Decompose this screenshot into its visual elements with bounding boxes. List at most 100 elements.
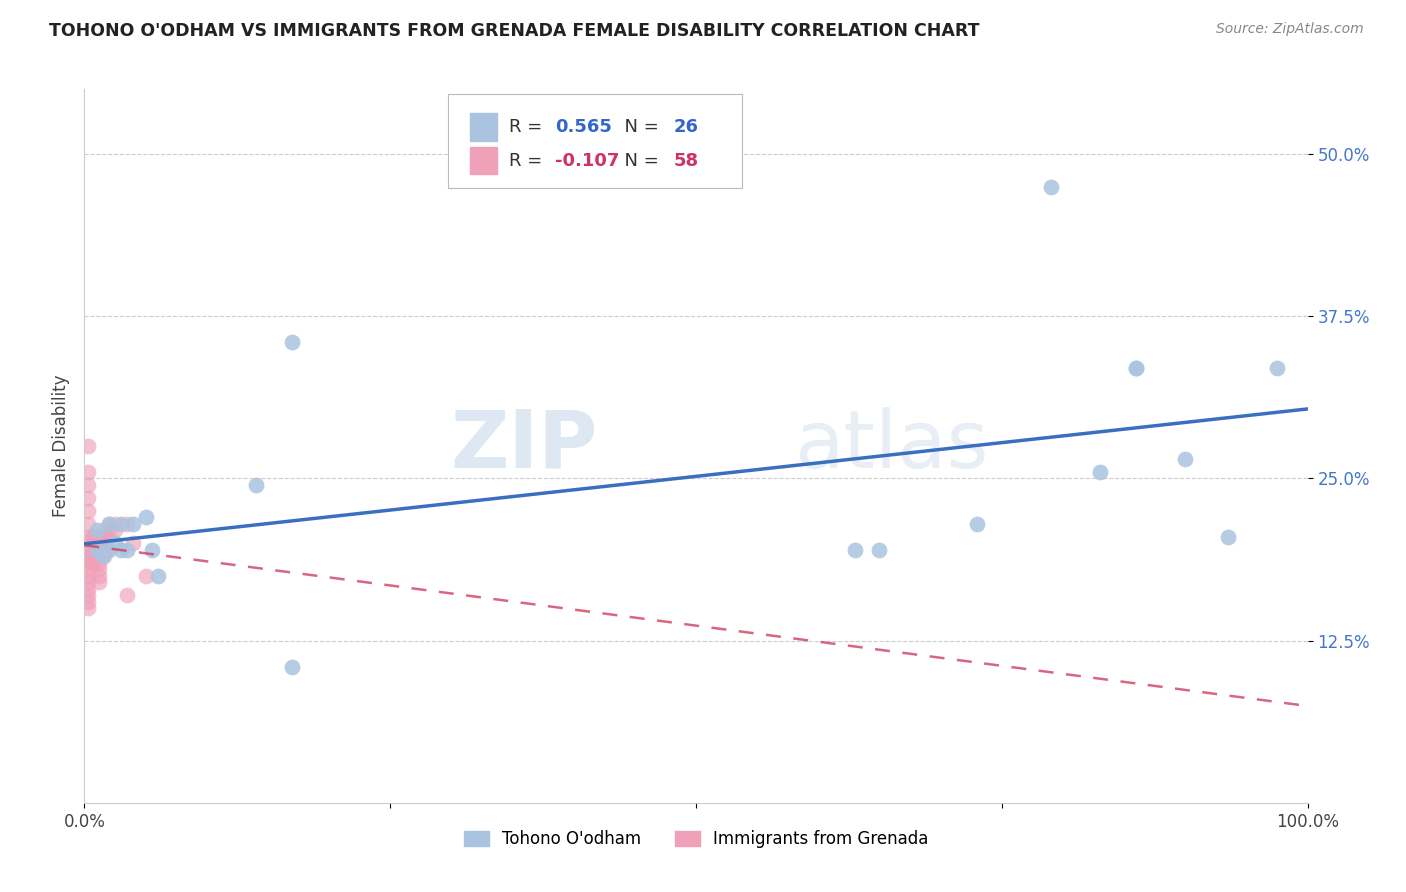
Point (89, 536, 111, 550)
Point (91, 530, 114, 544)
Point (1174, 452, 1197, 467)
Point (87, 556, 110, 570)
Point (77, 601, 100, 615)
Point (77, 491, 100, 505)
Point (77, 556, 100, 570)
Point (80, 536, 103, 550)
Text: 0.565: 0.565 (555, 118, 612, 136)
Point (83, 530, 105, 544)
Point (104, 516, 127, 531)
Text: 26: 26 (673, 118, 699, 136)
Point (84, 549, 107, 564)
Point (1125, 361, 1147, 376)
Text: -0.107: -0.107 (555, 152, 620, 169)
Point (97, 516, 120, 531)
Text: R =: R = (509, 118, 548, 136)
Point (115, 588, 138, 602)
Point (110, 516, 132, 531)
Point (281, 335, 304, 350)
Point (97, 516, 120, 531)
Point (84, 530, 107, 544)
Point (1088, 465, 1111, 479)
Point (135, 510, 157, 524)
Point (844, 542, 866, 557)
Point (77, 530, 100, 544)
Point (91, 549, 114, 564)
Point (93, 530, 115, 544)
Point (83, 542, 105, 557)
Point (115, 516, 138, 531)
Point (93, 542, 115, 557)
Point (89, 542, 111, 557)
Text: atlas: atlas (794, 407, 988, 485)
Point (281, 659, 304, 673)
Point (77, 549, 100, 564)
Point (122, 516, 145, 531)
Point (77, 536, 100, 550)
Point (146, 568, 169, 582)
Point (80, 530, 103, 544)
Point (77, 516, 100, 531)
Legend: Tohono O'odham, Immigrants from Grenada: Tohono O'odham, Immigrants from Grenada (457, 824, 935, 855)
Point (77, 504, 100, 518)
Point (87, 549, 110, 564)
Text: 58: 58 (673, 152, 699, 169)
Point (87, 530, 110, 544)
Point (80, 549, 103, 564)
Point (84, 536, 107, 550)
Point (122, 536, 145, 550)
Point (1216, 530, 1239, 544)
Point (93, 549, 115, 564)
Point (141, 542, 163, 557)
Point (80, 556, 103, 570)
Point (104, 524, 127, 538)
Point (77, 465, 100, 479)
Point (1125, 361, 1147, 376)
Text: TOHONO O'ODHAM VS IMMIGRANTS FROM GRENADA FEMALE DISABILITY CORRELATION CHART: TOHONO O'ODHAM VS IMMIGRANTS FROM GRENAD… (49, 22, 980, 40)
Point (135, 568, 157, 582)
Point (83, 556, 105, 570)
Point (869, 542, 891, 557)
Point (77, 478, 100, 492)
Point (83, 536, 105, 550)
Point (96, 530, 118, 544)
Point (77, 595, 100, 609)
Point (86, 524, 108, 538)
Text: R =: R = (509, 152, 548, 169)
FancyBboxPatch shape (447, 95, 742, 187)
Point (91, 542, 114, 557)
Point (93, 524, 115, 538)
Point (77, 562, 100, 576)
Point (110, 542, 132, 557)
Text: N =: N = (613, 118, 664, 136)
Text: ZIP: ZIP (451, 407, 598, 485)
Point (97, 542, 120, 557)
Point (77, 568, 100, 582)
Point (77, 542, 100, 557)
Point (87, 568, 110, 582)
FancyBboxPatch shape (470, 113, 496, 141)
FancyBboxPatch shape (470, 147, 496, 174)
Point (96, 542, 118, 557)
Point (87, 542, 110, 557)
Text: Source: ZipAtlas.com: Source: ZipAtlas.com (1216, 22, 1364, 37)
Text: N =: N = (613, 152, 664, 169)
Point (115, 542, 138, 557)
Point (1265, 361, 1288, 376)
Point (87, 536, 110, 550)
Point (80, 542, 103, 557)
Point (93, 536, 115, 550)
Point (86, 542, 108, 557)
Point (77, 588, 100, 602)
Point (104, 536, 127, 550)
Point (77, 575, 100, 590)
Point (87, 575, 110, 590)
Point (87, 562, 110, 576)
Point (245, 478, 267, 492)
Y-axis label: Female Disability: Female Disability (52, 375, 70, 517)
Point (89, 530, 111, 544)
Point (1039, 179, 1062, 194)
Point (97, 530, 120, 544)
Point (77, 439, 100, 453)
Point (966, 516, 988, 531)
